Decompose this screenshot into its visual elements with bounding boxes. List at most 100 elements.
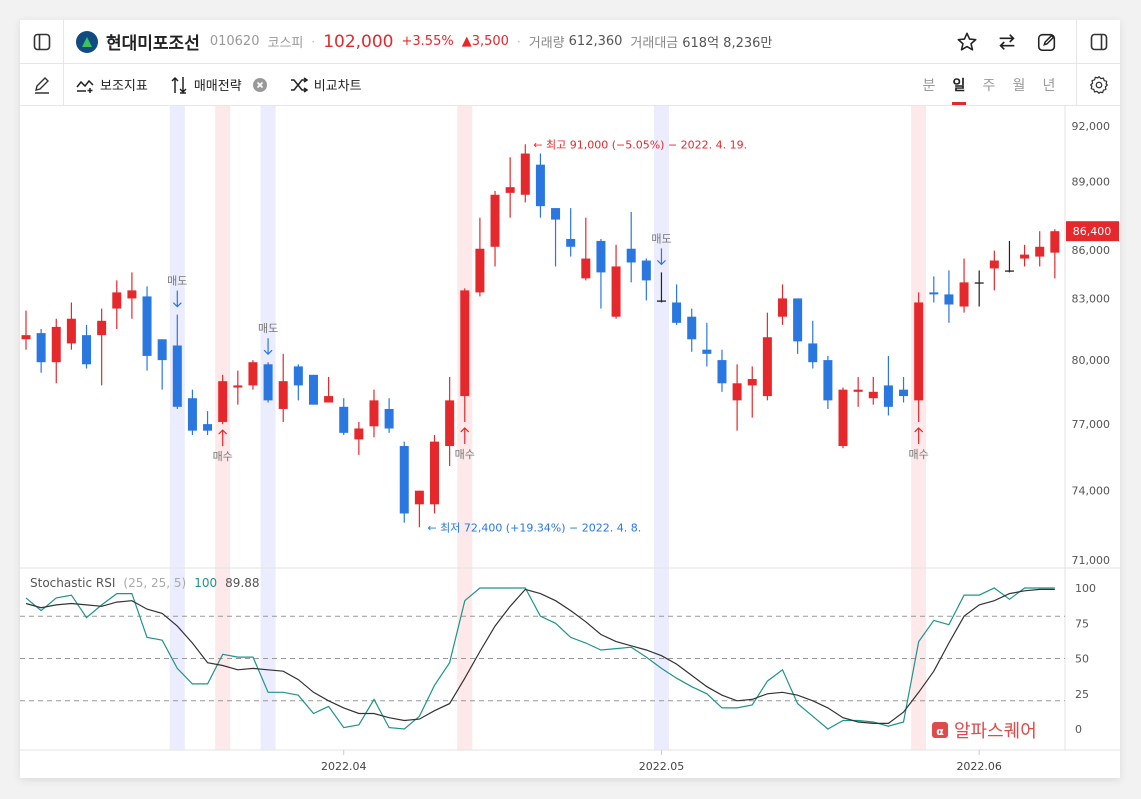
candle-body [384,408,394,429]
tab-year[interactable]: 년 [1042,77,1056,94]
candle-body [883,385,893,407]
candle-body [475,248,485,293]
candle [823,355,833,409]
watermark-text: 알파스퀘어 [954,721,1037,742]
candle-body [672,302,682,323]
signal-label: 매도 [651,232,671,245]
candle [339,398,349,436]
stoch-tick-label: 50 [1075,653,1089,666]
candle [278,353,288,422]
candle-body [1050,231,1060,253]
indicators-button[interactable]: 보조지표 [76,75,148,94]
candle-body [1020,254,1030,259]
candle [1035,231,1045,267]
stoch-k-value: 100 [194,576,217,590]
candle [944,270,954,323]
draw-button[interactable] [20,64,64,105]
candle [883,355,893,416]
stock-name[interactable]: 현대미포조선 [106,34,200,54]
candle-body [656,300,666,302]
tab-day[interactable]: 일 [944,64,974,105]
candle [989,250,999,291]
buy-signal: 매수 [909,427,929,461]
stoch-tick-label: 25 [1075,688,1089,701]
signal-label: 매도 [258,322,278,335]
current-price-tag [1066,221,1119,242]
watermark: α 알파스퀘어 [932,721,1037,742]
candle [929,276,939,303]
candle-body [944,294,954,305]
price-tick-label: 80,000 [1072,354,1111,367]
period-tabs: 분 일 주 월 년 [914,64,1064,105]
candle-body [717,360,727,384]
candle [1050,229,1060,279]
candle-body [172,345,182,407]
candle [808,320,818,369]
candle-body [233,385,243,388]
candle [717,349,727,392]
candle-body [142,296,152,356]
sell-signal: 매도 [167,275,187,308]
candle [97,308,107,386]
x-tick-label: 2022.05 [639,760,685,773]
price-tick-label: 83,000 [1072,292,1111,305]
settings-button[interactable] [1076,64,1120,105]
buy-signal: 매수 [213,429,233,463]
price-tick-label: 77,000 [1072,418,1111,431]
price-tick-label: 86,000 [1072,244,1111,257]
candle-body [308,374,318,405]
x-tick-label: 2022.04 [321,760,367,773]
candle-body [399,446,409,514]
candle-body [51,326,61,363]
amount-label: 거래대금 [630,36,679,51]
candle-body [1035,246,1045,257]
candle [702,322,712,367]
candle [293,364,303,401]
buy-signal: 매수 [455,427,475,461]
clear-strategy-icon[interactable] [252,77,268,93]
volume-label: 거래량 [528,36,565,51]
candle-body [808,343,818,363]
sidebar-toggle-button[interactable] [20,20,64,63]
strategy-button[interactable]: 매매전략 [170,75,242,94]
stoch-tick-label: 100 [1075,582,1096,595]
candle-body [21,335,31,340]
panel-right-button[interactable] [1076,20,1120,63]
candle-body [702,349,712,354]
candle [853,376,863,407]
arrow-up-icon [914,427,924,444]
candle [505,157,515,218]
candle [369,389,379,438]
candle-body [127,290,137,299]
candle [793,298,803,354]
candle-body [838,389,848,447]
candle-body [218,381,228,422]
candle-body [959,282,969,307]
swap-icon[interactable] [996,31,1018,53]
edit-icon[interactable] [1036,31,1058,53]
candle-body [520,153,530,195]
signal-label: 매수 [455,448,475,461]
candle [142,286,152,371]
sell-signal-band [653,106,669,750]
signal-label: 매도 [167,275,187,288]
candle-body [293,366,303,386]
tab-week[interactable]: 주 [982,77,996,94]
candle-body [490,194,500,247]
candle [838,387,848,449]
candle-body [823,360,833,401]
candle [1004,240,1014,273]
candle [732,364,742,431]
compare-button[interactable]: 비교차트 [290,75,362,94]
indicator-icon [76,79,94,93]
candle [112,280,122,329]
candle [656,272,666,303]
current-price-tag-label: 86,400 [1073,225,1112,238]
candle-body [641,260,651,281]
tab-minute[interactable]: 분 [922,77,936,94]
separator: · [311,34,316,49]
candle-body [430,441,440,505]
star-icon[interactable] [956,31,978,53]
tab-month[interactable]: 월 [1012,77,1026,94]
